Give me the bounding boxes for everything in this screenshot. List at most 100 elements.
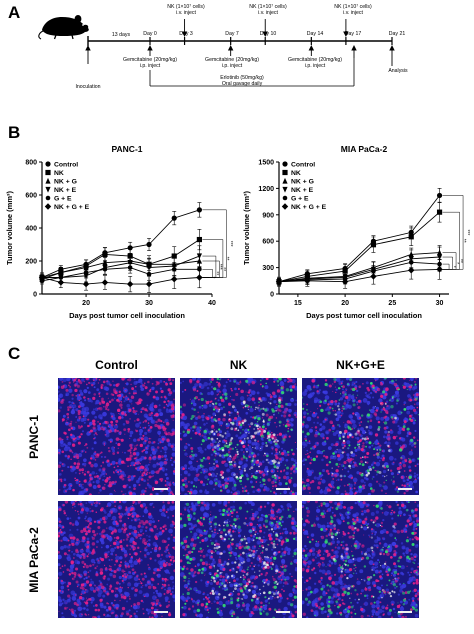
- green-signal: [400, 456, 403, 459]
- series-line: [278, 195, 440, 283]
- day-label: Day 7: [225, 31, 239, 37]
- magenta-signal: [260, 573, 263, 576]
- green-signal: [191, 453, 195, 457]
- nucleus-dot: [264, 599, 268, 603]
- white-signal: [214, 398, 216, 400]
- nucleus-dot: [188, 527, 192, 531]
- nucleus-dot: [159, 412, 164, 417]
- magenta-signal: [114, 505, 116, 507]
- magenta-signal: [85, 580, 90, 584]
- magenta-signal: [124, 560, 127, 563]
- magenta-signal: [156, 568, 160, 572]
- magenta-signal: [165, 382, 169, 386]
- nucleus-dot: [367, 429, 370, 432]
- magenta-signal: [227, 426, 230, 429]
- magenta-signal: [335, 442, 339, 447]
- nucleus-dot: [98, 468, 102, 472]
- magenta-signal: [361, 444, 365, 449]
- nucleus-dot: [180, 524, 184, 529]
- magenta-signal: [139, 533, 143, 537]
- nucleus-dot: [255, 599, 260, 605]
- green-signal: [223, 406, 225, 409]
- magenta-signal: [345, 395, 349, 400]
- magenta-signal: [133, 487, 136, 491]
- nucleus-dot: [66, 465, 70, 469]
- nucleus-dot: [126, 403, 131, 408]
- nucleus-dot: [203, 381, 209, 387]
- magenta-signal: [306, 478, 310, 483]
- magenta-signal: [58, 534, 60, 538]
- magenta-signal: [134, 392, 137, 395]
- magenta-signal: [144, 382, 146, 384]
- magenta-signal: [120, 474, 124, 478]
- magenta-signal: [202, 549, 204, 551]
- nucleus-dot: [195, 467, 199, 471]
- nucleus-dot: [313, 397, 319, 402]
- magenta-signal: [141, 472, 144, 475]
- magenta-signal: [115, 607, 119, 610]
- magenta-signal: [66, 412, 70, 416]
- magenta-signal: [103, 444, 106, 446]
- nucleus-dot: [129, 434, 133, 437]
- nucleus-dot: [63, 600, 69, 605]
- nucleus-dot: [315, 412, 318, 415]
- magenta-signal: [157, 583, 160, 585]
- magenta-signal: [140, 599, 144, 603]
- white-signal: [341, 451, 345, 454]
- magenta-signal: [80, 593, 83, 596]
- day-label: Day 3: [179, 31, 193, 37]
- nucleus-dot: [204, 475, 208, 480]
- magenta-signal: [127, 379, 129, 381]
- nucleus-dot: [285, 478, 288, 481]
- nucleus-dot: [288, 615, 293, 618]
- magenta-signal: [139, 503, 144, 508]
- magenta-signal: [104, 433, 107, 436]
- nucleus-dot: [190, 481, 194, 484]
- magenta-signal: [353, 461, 355, 463]
- magenta-signal: [129, 451, 132, 454]
- magenta-signal: [65, 514, 67, 517]
- white-signal: [219, 473, 223, 477]
- magenta-signal: [90, 503, 93, 506]
- nucleus-dot: [261, 460, 265, 463]
- magenta-signal: [84, 601, 89, 605]
- nucleus-dot: [413, 406, 416, 409]
- significance-label: *: [210, 277, 216, 279]
- magenta-signal: [236, 511, 239, 514]
- magenta-signal: [144, 408, 148, 412]
- magenta-signal: [150, 438, 152, 440]
- magenta-signal: [94, 585, 96, 587]
- magenta-signal: [290, 472, 292, 475]
- green-signal: [260, 476, 262, 478]
- nucleus-dot: [58, 523, 62, 528]
- magenta-signal: [129, 443, 133, 448]
- magenta-signal: [117, 442, 121, 447]
- magenta-signal: [259, 559, 262, 563]
- nucleus-dot: [392, 414, 396, 418]
- white-signal: [238, 422, 241, 425]
- green-signal: [383, 421, 388, 425]
- magenta-signal: [166, 579, 169, 581]
- magenta-signal: [152, 506, 155, 508]
- magenta-signal: [173, 415, 175, 417]
- magenta-signal: [173, 536, 175, 539]
- white-signal: [210, 430, 214, 434]
- nucleus-dot: [265, 392, 269, 395]
- white-signal: [387, 469, 390, 471]
- magenta-signal: [227, 599, 230, 602]
- nucleus-dot: [350, 454, 353, 457]
- green-signal: [302, 407, 305, 410]
- green-signal: [382, 485, 384, 487]
- magenta-signal: [345, 389, 347, 391]
- green-signal: [192, 485, 196, 488]
- magenta-signal: [355, 454, 357, 457]
- magenta-signal: [153, 455, 157, 459]
- nucleus-dot: [62, 414, 66, 418]
- nucleus-dot: [58, 393, 64, 398]
- green-signal: [180, 405, 182, 409]
- nucleus-dot: [102, 594, 106, 598]
- nucleus-dot: [341, 380, 344, 383]
- magenta-signal: [101, 529, 106, 533]
- white-signal: [229, 455, 232, 458]
- magenta-signal: [115, 539, 117, 542]
